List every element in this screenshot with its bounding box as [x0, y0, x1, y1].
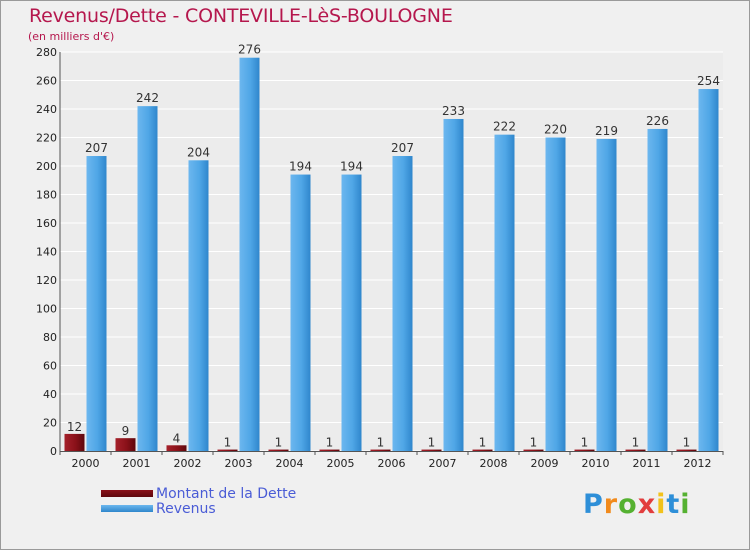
bar-dette — [625, 449, 646, 451]
data-label-dette: 1 — [275, 436, 283, 450]
bar-dette — [676, 449, 697, 451]
data-label-revenus: 226 — [646, 114, 669, 128]
data-label-dette: 1 — [581, 436, 589, 450]
bar-dette — [421, 449, 442, 451]
y-tick-label: 260 — [36, 75, 57, 88]
bar-dette — [370, 449, 391, 451]
data-label-revenus: 194 — [340, 160, 363, 174]
y-tick-label: 220 — [36, 132, 57, 145]
x-tick-label: 2003 — [225, 457, 253, 470]
y-tick-label: 200 — [36, 160, 57, 173]
data-label-revenus: 254 — [697, 74, 720, 88]
bar-dette — [64, 433, 85, 451]
data-label-dette: 1 — [632, 436, 640, 450]
bar-dette — [166, 445, 187, 451]
bar-revenus — [86, 156, 107, 451]
y-tick-label: 160 — [36, 217, 57, 230]
bar-dette — [523, 449, 544, 451]
bar-revenus — [698, 89, 719, 452]
bar-dette — [472, 449, 493, 451]
bar-dette — [574, 449, 595, 451]
data-label-revenus: 220 — [544, 123, 567, 137]
y-tick-label: 240 — [36, 103, 57, 116]
legend-swatch-debt — [101, 490, 153, 497]
legend-label-revenus: Revenus — [156, 501, 216, 517]
data-label-dette: 4 — [173, 431, 181, 445]
bar-revenus — [545, 137, 566, 451]
data-label-dette: 9 — [122, 424, 130, 438]
y-tick-label: 100 — [36, 303, 57, 316]
data-label-revenus: 194 — [289, 160, 312, 174]
data-label-revenus: 204 — [187, 145, 210, 159]
bar-revenus — [494, 134, 515, 451]
data-label-revenus: 207 — [391, 141, 414, 155]
data-label-dette: 1 — [224, 436, 232, 450]
chart-title: Revenus/Dette - CONTEVILLE-LèS-BOULOGNE — [29, 5, 453, 27]
bar-revenus — [443, 118, 464, 451]
bar-revenus — [647, 128, 668, 451]
bar-revenus — [290, 174, 311, 452]
x-tick-label: 2002 — [174, 457, 202, 470]
bar-dette — [319, 449, 340, 451]
logo-letter: i — [656, 489, 667, 520]
y-tick-label: 20 — [43, 417, 57, 430]
y-tick-label: 140 — [36, 246, 57, 259]
y-tick-label: 180 — [36, 189, 57, 202]
chart-subtitle: (en milliers d'€) — [28, 30, 115, 43]
x-tick-label: 2007 — [429, 457, 457, 470]
x-tick-label: 2012 — [684, 457, 712, 470]
y-tick-label: 60 — [43, 360, 57, 373]
bar-revenus — [341, 174, 362, 452]
data-label-dette: 1 — [326, 436, 334, 450]
logo-letter: P — [583, 489, 604, 520]
y-tick-label: 40 — [43, 388, 57, 401]
bar-dette — [268, 449, 289, 451]
x-tick-label: 2005 — [327, 457, 355, 470]
x-tick-label: 2000 — [72, 457, 100, 470]
x-tick-label: 2010 — [582, 457, 610, 470]
data-label-dette: 1 — [428, 436, 436, 450]
x-tick-label: 2006 — [378, 457, 406, 470]
bar-dette — [217, 449, 238, 451]
x-tick-label: 2001 — [123, 457, 151, 470]
y-tick-label: 280 — [36, 46, 57, 59]
proxiti-logo: Proxiti — [583, 489, 691, 520]
bar-revenus — [392, 156, 413, 451]
bar-revenus — [239, 57, 260, 451]
data-label-dette: 1 — [530, 436, 538, 450]
logo-letter: x — [637, 489, 657, 520]
logo-letter: i — [680, 489, 691, 520]
data-label-dette: 1 — [377, 436, 385, 450]
y-tick-label: 80 — [43, 331, 57, 344]
logo-letter: o — [618, 489, 638, 520]
data-label-revenus: 242 — [136, 91, 159, 105]
data-label-revenus: 219 — [595, 124, 618, 138]
bar-dette — [115, 438, 136, 451]
logo-letter: t — [666, 489, 681, 520]
y-tick-label: 0 — [50, 445, 57, 458]
legend-swatch-revenus — [101, 505, 153, 512]
y-tick-label: 120 — [36, 274, 57, 287]
data-label-dette: 1 — [479, 436, 487, 450]
data-label-revenus: 222 — [493, 120, 516, 134]
legend-label-debt: Montant de la Dette — [156, 486, 297, 502]
data-label-revenus: 207 — [85, 141, 108, 155]
x-tick-label: 2004 — [276, 457, 304, 470]
x-tick-label: 2011 — [633, 457, 661, 470]
logo-letter: r — [603, 489, 619, 520]
bar-revenus — [188, 160, 209, 452]
x-tick-label: 2008 — [480, 457, 508, 470]
data-label-revenus: 233 — [442, 104, 465, 118]
data-label-dette: 1 — [683, 436, 691, 450]
bar-revenus — [137, 106, 158, 452]
data-label-dette: 12 — [67, 420, 82, 434]
bar-revenus — [596, 138, 617, 452]
x-tick-label: 2009 — [531, 457, 559, 470]
data-label-revenus: 276 — [238, 43, 261, 57]
